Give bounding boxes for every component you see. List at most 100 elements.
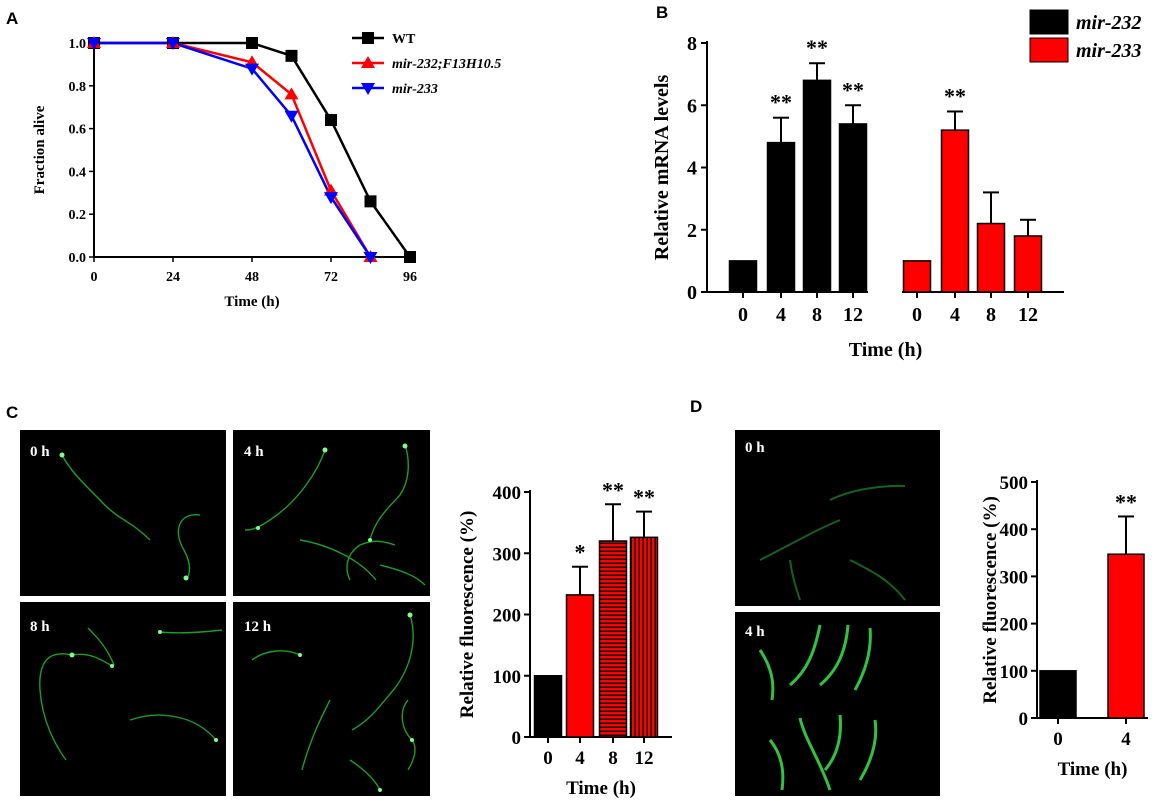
b-bar-mir-232 [766,141,796,293]
a-ytick-label: 0.2 [69,208,87,223]
b-xtick-label: 8 [986,304,996,326]
c-ylabel: Relative fluorescence (%) [457,511,478,719]
b-axis-break [868,289,902,295]
d-bar [1039,670,1077,719]
c-xtick-label: 0 [543,748,553,769]
micrographs-c: 0 h 4 h 8 h 12 h [20,430,430,796]
micro-label-0h: 0 h [30,444,50,460]
a-xtick-label: 72 [324,270,338,285]
a-line-1 [94,41,372,258]
a-point-0 [404,251,416,263]
c-bar [629,536,659,738]
b-xtick-label: 4 [950,304,960,326]
c-bar [598,540,628,738]
a-xtick-label: 0 [91,270,98,285]
c-significance: * [575,540,586,565]
c-xtick-label: 12 [635,748,654,769]
d-ylabel: Relative fluorescence (%) [980,496,1001,704]
b-ytick-label: 2 [687,220,697,242]
b-legend-label-1: mir-233 [1076,40,1142,62]
a-point-2 [363,252,378,264]
b-legend-swatch-0 [1029,9,1069,35]
panel-label-d: D [690,397,702,416]
micrograph-4h [233,430,430,596]
b-ytick-label: 0 [687,282,697,304]
b-xtick-label: 12 [843,304,863,326]
a-point-1 [284,87,299,100]
micro-d-label-0h: 0 h [745,440,765,456]
d-ytick-label: 200 [1000,615,1029,636]
a-point-0 [364,195,377,208]
a-ytick-label: 0.0 [69,251,87,266]
d-xtick-label: 0 [1053,729,1063,750]
d-ytick-label: 300 [1000,567,1029,588]
b-significance: ** [770,90,792,115]
b-xtick-label: 12 [1018,304,1038,326]
a-ytick-label: 1.0 [69,37,87,52]
chart-c-fluorescence: 0 100 200 300 400 0 * 4 ** 8 ** 12 Time (h) Relative … [457,477,672,799]
a-legend-marker-0 [362,32,374,44]
c-bar [565,594,595,738]
a-ytick-label: 0.6 [69,123,87,138]
a-point-2 [166,38,180,50]
b-legend-swatch-1 [1029,37,1069,63]
c-ytick-label: 100 [493,667,522,688]
c-bar [533,675,563,738]
a-legend-label-1: mir-232;F13H10.5 [392,57,501,72]
c-ytick-label: 300 [493,544,522,565]
b-xtick-label: 8 [812,304,822,326]
a-legend-label-0: WT [392,32,416,47]
d-bar [1107,553,1145,719]
panel-label-b: B [656,3,668,22]
micrograph-8h [20,602,226,796]
a-legend-label-2: mir-233 [392,82,438,97]
panel-label-a: A [6,9,18,28]
micrograph-d-4h [735,612,940,796]
d-ytick-label: 0 [1019,709,1029,730]
b-bar-mir-233 [902,260,932,293]
a-ytick-label: 0.4 [69,165,87,180]
c-xtick-label: 4 [575,748,585,769]
b-xtick-label: 4 [776,304,786,326]
micrograph-12h [233,602,430,796]
chart-d-fluorescence: 0 100 200 300 400 500 0 ** 4 Time (h) Relative flu… [980,473,1148,780]
b-xtick-label: 0 [912,304,922,326]
d-ytick-label: 400 [1000,520,1029,541]
b-ytick-label: 6 [687,95,697,117]
a-point-0 [325,114,337,127]
d-ytick-label: 500 [1000,473,1029,494]
d-ytick-label: 100 [1000,662,1029,683]
chart-b-mrna: 0 2 4 6 8 0 ** 4 ** 8 ** 12 0 ** 4 8 12 Time (h) Relative … [651,9,1142,361]
micrograph-0h [20,430,226,596]
c-significance: ** [633,485,655,510]
a-point-2 [245,63,259,76]
b-xlabel: Time (h) [849,339,923,361]
worm-heads-c [59,443,414,792]
a-xtick-label: 48 [245,270,259,285]
c-ytick-label: 400 [493,483,522,504]
d-significance: ** [1115,489,1137,514]
b-ytick-label: 4 [687,158,697,180]
micro-label-12h: 12 h [244,619,272,635]
b-xtick-label: 0 [738,304,748,326]
a-point-2 [284,110,299,123]
chart-a-survival: 0.0 0.2 0.4 0.6 0.8 1.0 0 24 48 72 96 Time (h) Fract… [32,32,501,310]
panel-label-c: C [6,403,18,422]
c-significance: ** [602,477,624,502]
micro-label-8h: 8 h [30,619,50,635]
a-xtick-label: 24 [166,270,180,285]
b-ylabel: Relative mRNA levels [651,75,673,261]
b-bar-mir-232 [728,260,758,293]
worm-traces-c [39,444,426,791]
a-point-2 [87,38,101,50]
micro-d-label-4h: 4 h [745,624,765,640]
b-ytick-label: 8 [687,33,697,55]
worm-traces-d-0h [759,484,906,601]
b-bar-mir-233 [976,222,1006,293]
a-xtick-label: 96 [403,270,417,285]
a-legend-marker-2 [361,83,375,95]
c-ytick-label: 200 [493,606,522,627]
a-xlabel: Time (h) [224,294,279,310]
a-ylabel: Fraction alive [32,105,48,194]
